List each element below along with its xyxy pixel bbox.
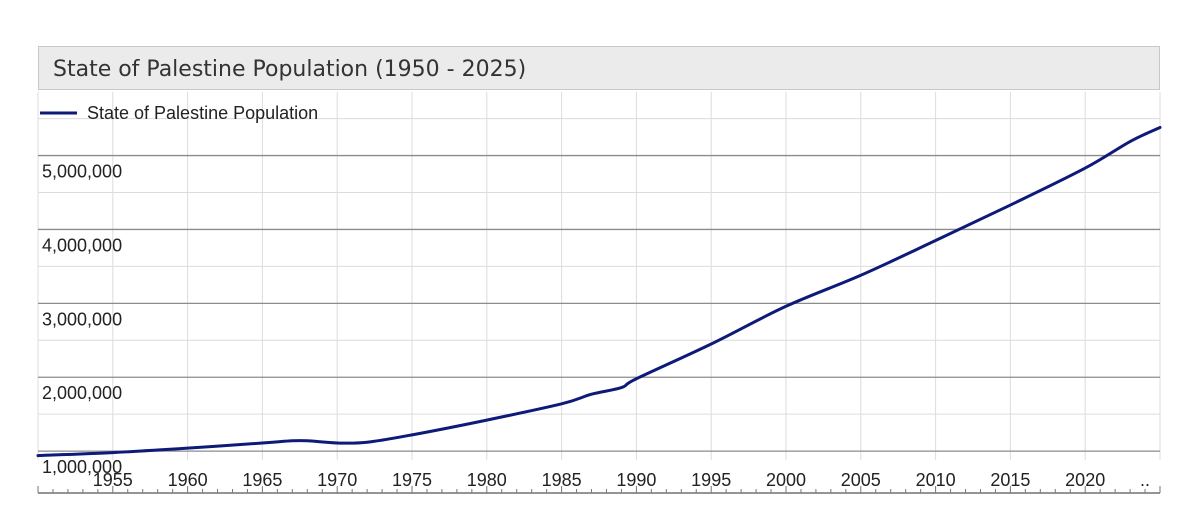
x-tick-label: 1995 bbox=[691, 470, 731, 490]
series-line-palestine-population bbox=[36, 125, 1162, 458]
x-tick-label: 2020 bbox=[1065, 470, 1105, 490]
y-tick-label: 2,000,000 bbox=[42, 383, 122, 403]
y-tick-label: 4,000,000 bbox=[42, 235, 122, 255]
x-tick-label: 2000 bbox=[766, 470, 806, 490]
x-tick-label: 1965 bbox=[242, 470, 282, 490]
x-tick-label: 2010 bbox=[916, 470, 956, 490]
x-tick-label: 1985 bbox=[542, 470, 582, 490]
y-tick-label: 3,000,000 bbox=[42, 309, 122, 329]
x-tick-label: 2005 bbox=[841, 470, 881, 490]
x-tick-label: 1990 bbox=[616, 470, 656, 490]
x-tick-label: 1955 bbox=[93, 470, 133, 490]
x-tick-label: 1975 bbox=[392, 470, 432, 490]
legend-label: State of Palestine Population bbox=[87, 103, 318, 123]
x-tick-label: 1960 bbox=[168, 470, 208, 490]
chart-title-box: State of Palestine Population (1950 - 20… bbox=[38, 46, 1160, 90]
x-tick-label: 1970 bbox=[317, 470, 357, 490]
chart-title: State of Palestine Population (1950 - 20… bbox=[53, 57, 527, 82]
y-tick-label: 5,000,000 bbox=[42, 162, 122, 182]
x-tick-label: 2015 bbox=[990, 470, 1030, 490]
x-tick-label: 1980 bbox=[467, 470, 507, 490]
y-tick-label: 1,000,000 bbox=[42, 457, 122, 477]
x-tick-label: .. bbox=[1140, 470, 1150, 490]
